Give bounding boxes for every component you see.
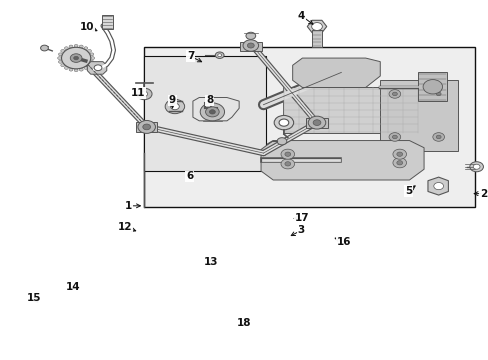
Bar bbox=[102, 15, 112, 30]
Circle shape bbox=[74, 69, 78, 72]
Circle shape bbox=[469, 162, 483, 172]
Circle shape bbox=[285, 152, 290, 156]
Circle shape bbox=[87, 64, 91, 67]
Text: 8: 8 bbox=[206, 95, 213, 105]
Text: 15: 15 bbox=[26, 293, 41, 303]
Text: 12: 12 bbox=[117, 222, 132, 232]
Circle shape bbox=[311, 23, 322, 31]
Circle shape bbox=[90, 53, 94, 56]
Circle shape bbox=[74, 44, 78, 47]
Text: 10: 10 bbox=[80, 22, 94, 32]
Circle shape bbox=[74, 56, 79, 60]
Circle shape bbox=[396, 161, 402, 165]
Circle shape bbox=[59, 60, 62, 63]
Text: 4: 4 bbox=[297, 11, 305, 21]
Bar bbox=[417, 72, 447, 101]
Circle shape bbox=[79, 45, 83, 48]
Bar bbox=[305, 118, 327, 128]
Circle shape bbox=[84, 47, 88, 50]
Bar bbox=[136, 122, 157, 132]
Text: 18: 18 bbox=[236, 318, 251, 328]
Circle shape bbox=[70, 54, 82, 62]
Bar bbox=[311, 30, 321, 47]
Circle shape bbox=[396, 152, 402, 156]
Text: 5: 5 bbox=[404, 186, 411, 196]
Circle shape bbox=[209, 110, 215, 114]
Circle shape bbox=[388, 90, 400, 98]
Polygon shape bbox=[306, 20, 326, 33]
Text: 17: 17 bbox=[294, 213, 309, 222]
Circle shape bbox=[285, 162, 290, 166]
Circle shape bbox=[433, 183, 443, 190]
Circle shape bbox=[79, 68, 83, 71]
Bar bbox=[144, 47, 474, 207]
Bar bbox=[283, 87, 418, 134]
Text: 6: 6 bbox=[185, 171, 193, 181]
Circle shape bbox=[205, 107, 219, 117]
Circle shape bbox=[200, 103, 224, 121]
Bar bbox=[240, 41, 261, 51]
Circle shape bbox=[90, 60, 94, 63]
Circle shape bbox=[312, 120, 320, 126]
Text: 11: 11 bbox=[130, 88, 145, 98]
Circle shape bbox=[432, 133, 444, 141]
Circle shape bbox=[217, 54, 221, 57]
Circle shape bbox=[84, 67, 88, 69]
Circle shape bbox=[245, 32, 255, 40]
Circle shape bbox=[64, 67, 68, 69]
Circle shape bbox=[91, 57, 94, 59]
Circle shape bbox=[274, 116, 293, 130]
Circle shape bbox=[94, 65, 102, 71]
Text: 1: 1 bbox=[124, 201, 132, 211]
Circle shape bbox=[435, 135, 440, 139]
Circle shape bbox=[247, 43, 254, 48]
Circle shape bbox=[69, 45, 73, 48]
Circle shape bbox=[61, 64, 64, 67]
Circle shape bbox=[243, 40, 258, 51]
Circle shape bbox=[59, 53, 62, 56]
Circle shape bbox=[392, 92, 396, 96]
Circle shape bbox=[388, 133, 400, 141]
Circle shape bbox=[307, 116, 325, 129]
Circle shape bbox=[392, 149, 406, 159]
Circle shape bbox=[141, 91, 147, 96]
Circle shape bbox=[392, 135, 396, 139]
Bar bbox=[144, 56, 265, 171]
Polygon shape bbox=[292, 58, 380, 87]
Circle shape bbox=[87, 49, 91, 52]
Circle shape bbox=[136, 88, 152, 100]
Circle shape bbox=[69, 68, 73, 71]
Circle shape bbox=[281, 159, 294, 169]
Circle shape bbox=[435, 92, 440, 96]
Circle shape bbox=[138, 121, 155, 134]
Circle shape bbox=[165, 99, 184, 114]
Circle shape bbox=[392, 158, 406, 168]
Polygon shape bbox=[427, 177, 447, 195]
Circle shape bbox=[142, 124, 150, 130]
Circle shape bbox=[41, 45, 48, 51]
Circle shape bbox=[215, 52, 224, 58]
Text: 13: 13 bbox=[203, 257, 218, 267]
Circle shape bbox=[432, 90, 444, 98]
Circle shape bbox=[64, 47, 68, 50]
Circle shape bbox=[170, 103, 179, 110]
Bar bbox=[380, 80, 457, 151]
Circle shape bbox=[279, 119, 288, 126]
Text: 9: 9 bbox=[168, 95, 176, 105]
Text: 14: 14 bbox=[65, 282, 80, 292]
Circle shape bbox=[61, 47, 91, 69]
Polygon shape bbox=[87, 62, 106, 74]
Text: 2: 2 bbox=[479, 189, 487, 199]
Polygon shape bbox=[261, 140, 423, 180]
Text: 3: 3 bbox=[297, 225, 305, 235]
Text: 16: 16 bbox=[336, 237, 350, 247]
Circle shape bbox=[422, 80, 442, 94]
Circle shape bbox=[281, 149, 294, 159]
Text: 7: 7 bbox=[186, 51, 194, 61]
Circle shape bbox=[58, 57, 61, 59]
Circle shape bbox=[277, 138, 286, 145]
Circle shape bbox=[472, 164, 479, 169]
Circle shape bbox=[61, 49, 64, 52]
